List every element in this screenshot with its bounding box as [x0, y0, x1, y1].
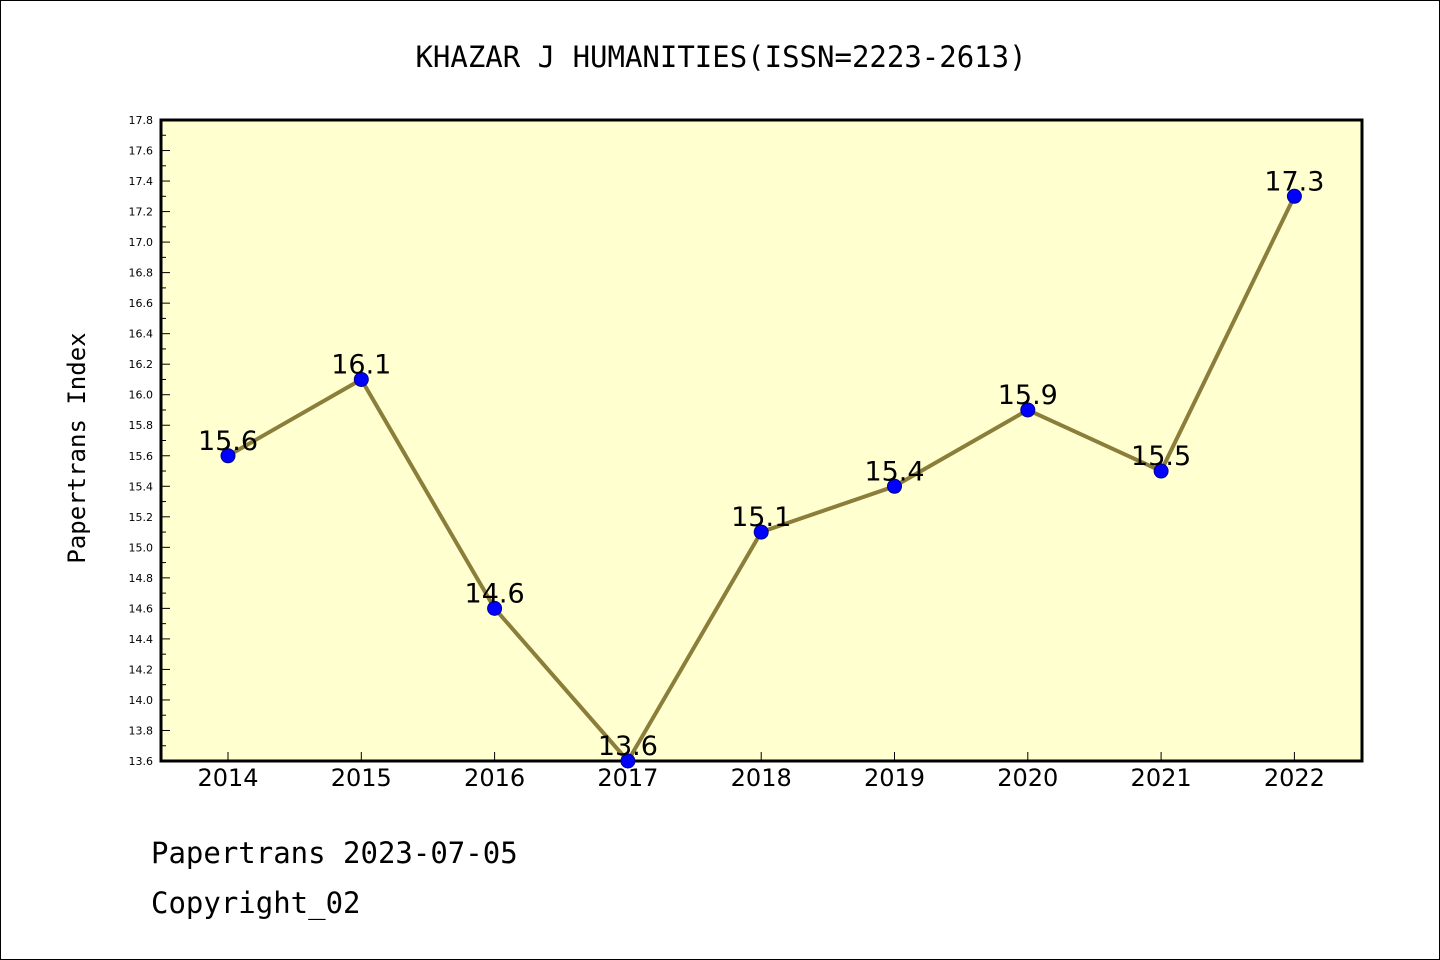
data-point-label: 14.6 [465, 578, 525, 609]
data-point-marker [353, 371, 369, 387]
data-point-label: 15.5 [1131, 441, 1191, 472]
y-tick-label: 14.2 [129, 663, 154, 676]
x-tick-label: 2021 [1131, 764, 1192, 792]
y-tick-label: 17.0 [129, 236, 154, 249]
data-point-marker [1153, 463, 1169, 479]
data-point-label: 16.1 [331, 349, 391, 380]
y-tick-label: 15.6 [129, 450, 154, 463]
y-tick-label: 15.8 [129, 419, 154, 432]
y-tick-label: 17.6 [129, 145, 154, 158]
series-markers [220, 188, 1302, 769]
data-point-label: 15.9 [998, 380, 1058, 411]
y-axis: 13.6 13.8 14.0 14.2 14.4 14.6 14.8 15.0 15.2 15.4… [129, 114, 170, 768]
y-tick-label: 17.4 [129, 175, 154, 188]
data-point-marker [887, 478, 902, 494]
data-point-marker [487, 600, 503, 616]
x-tick-label: 2019 [864, 764, 925, 792]
footer-copyright: Copyright_02 [151, 886, 361, 920]
y-tick-label: 16.0 [129, 389, 154, 402]
y-tick-label: 13.6 [129, 755, 154, 768]
x-tick-label: 2020 [997, 764, 1058, 792]
y-tick-label: 14.8 [129, 572, 154, 585]
data-labels: 15.6 16.1 14.6 13.6 15.1 15.4 15.9 15.5 17.3 [198, 166, 1325, 762]
data-point-label: 17.3 [1264, 166, 1324, 197]
data-point-label: 15.6 [198, 426, 258, 457]
footer-date: Papertrans 2023-07-05 [151, 836, 518, 870]
data-point-label: 15.1 [731, 502, 791, 533]
y-axis-label: Papertrans Index [63, 332, 91, 563]
y-tick-label: 16.6 [129, 297, 154, 310]
y-tick-label: 15.0 [129, 541, 154, 554]
x-tick-label: 2018 [731, 764, 792, 792]
data-point-marker [220, 448, 236, 464]
chart-title: KHAZAR J HUMANITIES(ISSN=2223-2613) [415, 40, 1026, 74]
data-point-marker [620, 753, 636, 769]
y-tick-label: 15.4 [129, 480, 154, 493]
x-tick-label: 2015 [331, 764, 392, 792]
data-point-marker [1286, 188, 1302, 204]
data-point-marker [753, 524, 769, 540]
x-tick-label: 2014 [197, 764, 258, 792]
y-tick-label: 16.8 [129, 267, 154, 280]
data-point-label: 15.4 [864, 456, 924, 487]
data-point-label: 13.6 [598, 731, 658, 762]
y-tick-label: 14.4 [129, 633, 154, 646]
x-tick-label: 2017 [597, 764, 658, 792]
y-tick-label: 14.0 [129, 694, 154, 707]
x-tick-label: 2016 [464, 764, 525, 792]
y-tick-label: 14.6 [129, 602, 154, 615]
plot-area [159, 118, 1364, 763]
data-point-marker [1020, 402, 1036, 418]
y-tick-label: 13.8 [129, 724, 154, 737]
y-tick-label: 15.2 [129, 511, 154, 524]
y-tick-label: 17.2 [129, 206, 154, 219]
y-tick-label: 16.2 [129, 358, 154, 371]
x-axis: 2014 2015 2016 2017 2018 2019 2020 2021 2022 [197, 752, 1325, 792]
y-tick-label: 17.8 [129, 114, 154, 127]
x-tick-label: 2022 [1264, 764, 1325, 792]
y-tick-label: 16.4 [129, 328, 154, 341]
